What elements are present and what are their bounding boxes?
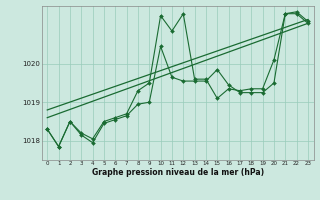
- X-axis label: Graphe pression niveau de la mer (hPa): Graphe pression niveau de la mer (hPa): [92, 168, 264, 177]
